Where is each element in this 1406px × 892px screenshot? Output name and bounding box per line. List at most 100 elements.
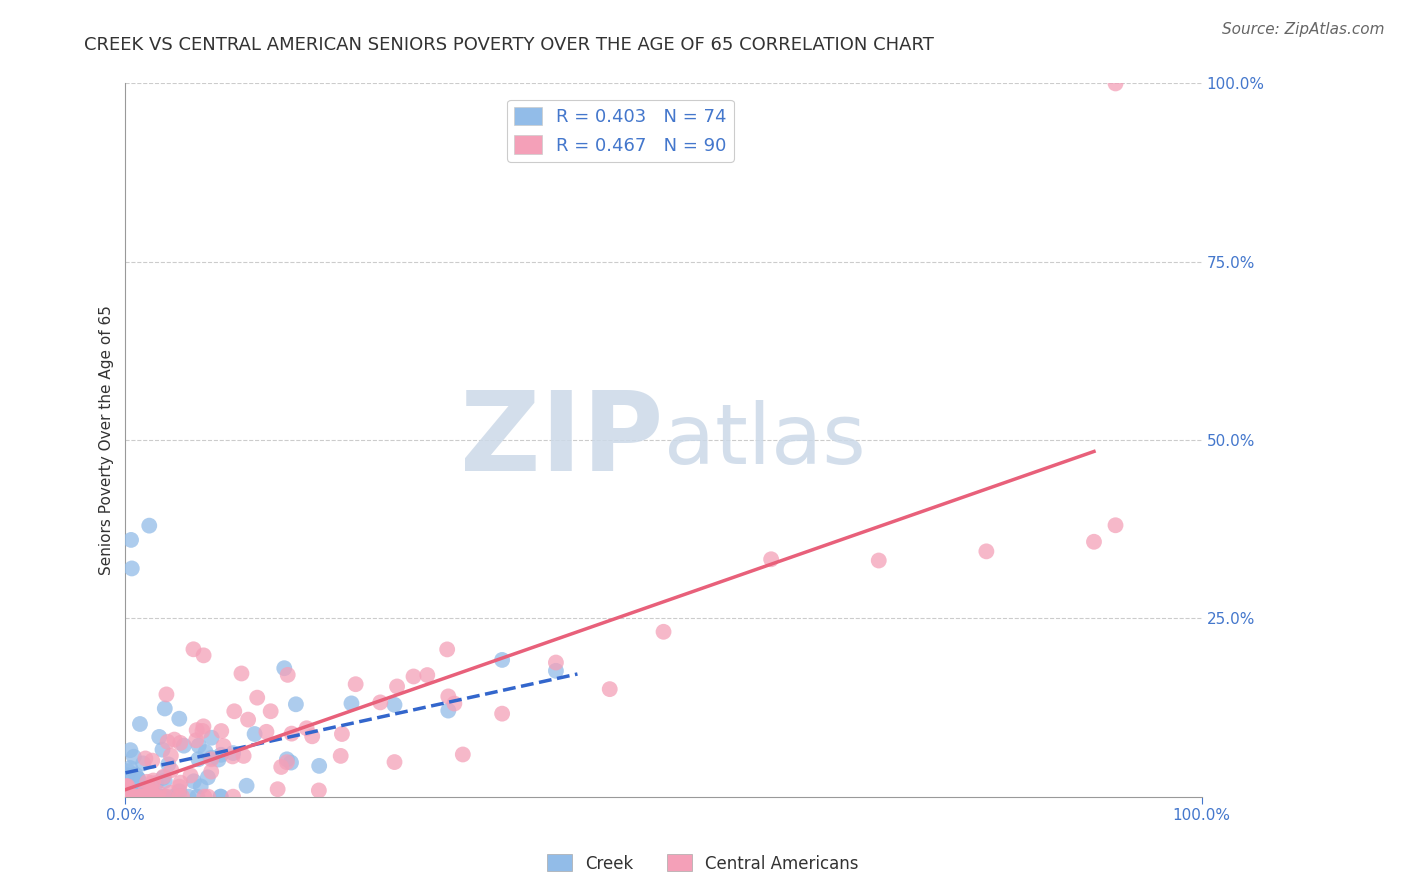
- Point: [148, 786, 170, 800]
- Point: [340, 697, 363, 711]
- Point: [330, 727, 353, 741]
- Point: [232, 748, 254, 763]
- Point: [276, 752, 298, 766]
- Point: [146, 789, 169, 804]
- Point: [186, 733, 208, 747]
- Point: [122, 789, 145, 804]
- Point: [200, 750, 222, 764]
- Point: [276, 755, 298, 769]
- Point: [191, 723, 214, 738]
- Point: [544, 656, 567, 670]
- Point: [1104, 518, 1126, 533]
- Point: [236, 713, 259, 727]
- Point: [231, 666, 253, 681]
- Point: [169, 789, 191, 804]
- Point: [273, 661, 295, 675]
- Point: [153, 701, 176, 715]
- Legend: R = 0.403   N = 74, R = 0.467   N = 90: R = 0.403 N = 74, R = 0.467 N = 90: [508, 100, 734, 161]
- Legend: Creek, Central Americans: Creek, Central Americans: [540, 847, 866, 880]
- Point: [200, 731, 222, 745]
- Point: [157, 757, 180, 772]
- Point: [329, 748, 352, 763]
- Point: [139, 784, 162, 798]
- Point: [443, 697, 465, 711]
- Point: [1083, 534, 1105, 549]
- Point: [152, 771, 174, 785]
- Point: [193, 789, 215, 804]
- Point: [193, 719, 215, 733]
- Point: [115, 768, 138, 782]
- Point: [142, 773, 165, 788]
- Point: [186, 789, 208, 804]
- Point: [115, 780, 138, 794]
- Point: [209, 789, 232, 804]
- Point: [152, 770, 174, 784]
- Point: [451, 747, 474, 762]
- Point: [197, 789, 219, 804]
- Point: [160, 763, 183, 777]
- Point: [436, 642, 458, 657]
- Point: [129, 717, 152, 731]
- Point: [128, 783, 150, 797]
- Point: [138, 518, 160, 533]
- Point: [145, 776, 167, 790]
- Point: [127, 772, 149, 786]
- Point: [416, 668, 439, 682]
- Point: [402, 669, 425, 683]
- Point: [308, 783, 330, 797]
- Point: [209, 789, 232, 804]
- Point: [120, 533, 142, 547]
- Point: [114, 781, 136, 796]
- Point: [122, 789, 145, 804]
- Point: [132, 789, 155, 804]
- Point: [138, 789, 160, 804]
- Point: [243, 727, 266, 741]
- Point: [222, 746, 245, 760]
- Point: [134, 751, 156, 765]
- Point: [187, 739, 209, 753]
- Point: [136, 789, 159, 804]
- Point: [280, 756, 302, 770]
- Point: [280, 726, 302, 740]
- Point: [141, 785, 163, 799]
- Point: [266, 782, 288, 797]
- Point: [308, 759, 330, 773]
- Point: [301, 729, 323, 743]
- Point: [197, 770, 219, 784]
- Point: [491, 706, 513, 721]
- Point: [148, 789, 170, 804]
- Point: [160, 748, 183, 763]
- Point: [173, 739, 195, 753]
- Point: [207, 753, 229, 767]
- Point: [114, 789, 136, 804]
- Point: [127, 772, 149, 786]
- Point: [437, 690, 460, 704]
- Point: [155, 789, 177, 804]
- Point: [155, 789, 177, 804]
- Point: [134, 785, 156, 799]
- Point: [221, 749, 243, 764]
- Point: [125, 789, 148, 803]
- Point: [599, 682, 621, 697]
- Point: [134, 785, 156, 799]
- Point: [212, 739, 235, 753]
- Point: [152, 742, 174, 756]
- Point: [169, 775, 191, 789]
- Point: [384, 698, 406, 712]
- Point: [128, 789, 150, 804]
- Point: [120, 743, 142, 757]
- Point: [124, 789, 146, 804]
- Point: [117, 789, 139, 804]
- Point: [145, 789, 167, 804]
- Point: [169, 712, 191, 726]
- Y-axis label: Seniors Poverty Over the Age of 65: Seniors Poverty Over the Age of 65: [100, 305, 114, 575]
- Point: [115, 789, 138, 804]
- Point: [384, 755, 406, 769]
- Point: [128, 789, 150, 804]
- Point: [132, 756, 155, 771]
- Point: [222, 789, 245, 804]
- Point: [115, 789, 138, 804]
- Point: [224, 704, 246, 718]
- Point: [141, 754, 163, 768]
- Point: [169, 784, 191, 798]
